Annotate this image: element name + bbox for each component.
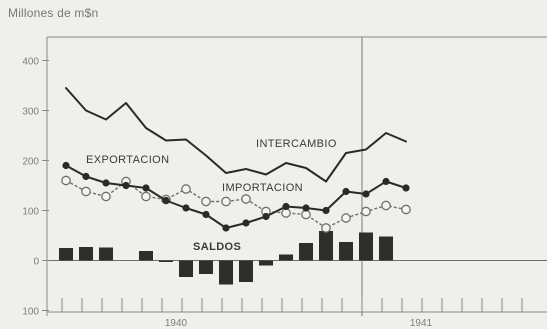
importacion-point bbox=[241, 194, 251, 204]
exportacion-point bbox=[302, 204, 310, 212]
series-label-exportacion: EXPORTACION bbox=[86, 154, 169, 166]
saldos-bar bbox=[99, 247, 113, 261]
importacion-point bbox=[321, 223, 331, 233]
exportacion-point bbox=[142, 184, 150, 192]
series-label-importacion: IMPORTACION bbox=[222, 182, 303, 194]
saldos-bar bbox=[179, 260, 193, 277]
exportacion-point bbox=[162, 196, 170, 205]
importacion-point bbox=[81, 186, 91, 197]
exportacion-point bbox=[282, 202, 290, 211]
saldos-bar bbox=[59, 248, 73, 261]
saldos-bar bbox=[319, 231, 333, 261]
saldos-bar bbox=[359, 232, 373, 261]
importacion-point bbox=[341, 213, 351, 223]
series-label-saldos: SALDOS bbox=[193, 241, 241, 253]
saldos-bar bbox=[379, 236, 393, 261]
exportacion-point bbox=[122, 181, 130, 190]
saldos-bar bbox=[79, 247, 93, 261]
y-tick-label: 100 bbox=[22, 307, 39, 318]
exportacion-point bbox=[342, 187, 350, 196]
saldos-bar bbox=[339, 242, 353, 261]
importacion-point bbox=[381, 200, 391, 211]
exportacion-point bbox=[82, 172, 90, 181]
series-label-intercambio: INTERCAMBIO bbox=[256, 138, 337, 150]
saldos-bar bbox=[299, 243, 313, 261]
exportacion-point bbox=[382, 177, 390, 186]
importacion-point bbox=[61, 175, 71, 186]
units-label: Millones de m$n bbox=[8, 6, 99, 20]
y-tick-label: 400 bbox=[22, 57, 39, 68]
saldos-bar bbox=[279, 254, 293, 261]
saldos-bar bbox=[219, 260, 233, 285]
intercambio-line bbox=[65, 87, 407, 183]
exportacion-point bbox=[62, 161, 70, 170]
saldos-bar bbox=[139, 251, 153, 261]
importacion-point bbox=[101, 191, 111, 202]
saldos-bar bbox=[199, 260, 213, 274]
exportacion-point bbox=[262, 212, 270, 221]
exportacion-point bbox=[222, 224, 230, 232]
importacion-point bbox=[181, 184, 191, 194]
exportacion-line bbox=[65, 164, 407, 229]
exportacion-point bbox=[322, 206, 330, 215]
y-tick-label: 100 bbox=[22, 207, 39, 218]
exportacion-point bbox=[242, 219, 250, 227]
saldos-bar bbox=[239, 260, 253, 282]
year-label: 1941 bbox=[410, 318, 433, 329]
exportacion-point bbox=[102, 179, 110, 187]
saldos-bar bbox=[259, 260, 273, 266]
importacion-point bbox=[141, 191, 151, 202]
importacion-point bbox=[221, 196, 231, 207]
y-tick-label: 0 bbox=[33, 257, 39, 268]
importacion-point bbox=[361, 206, 371, 217]
saldos-bar bbox=[159, 260, 173, 262]
exportacion-point bbox=[182, 204, 190, 212]
exportacion-point bbox=[362, 190, 370, 198]
importacion-point bbox=[401, 204, 411, 215]
y-tick-label: 300 bbox=[22, 107, 39, 118]
exportacion-point bbox=[202, 210, 210, 219]
exportacion-point bbox=[402, 184, 410, 192]
importacion-point bbox=[201, 196, 211, 207]
y-tick-label: 200 bbox=[22, 157, 39, 168]
year-label: 1940 bbox=[165, 318, 188, 329]
